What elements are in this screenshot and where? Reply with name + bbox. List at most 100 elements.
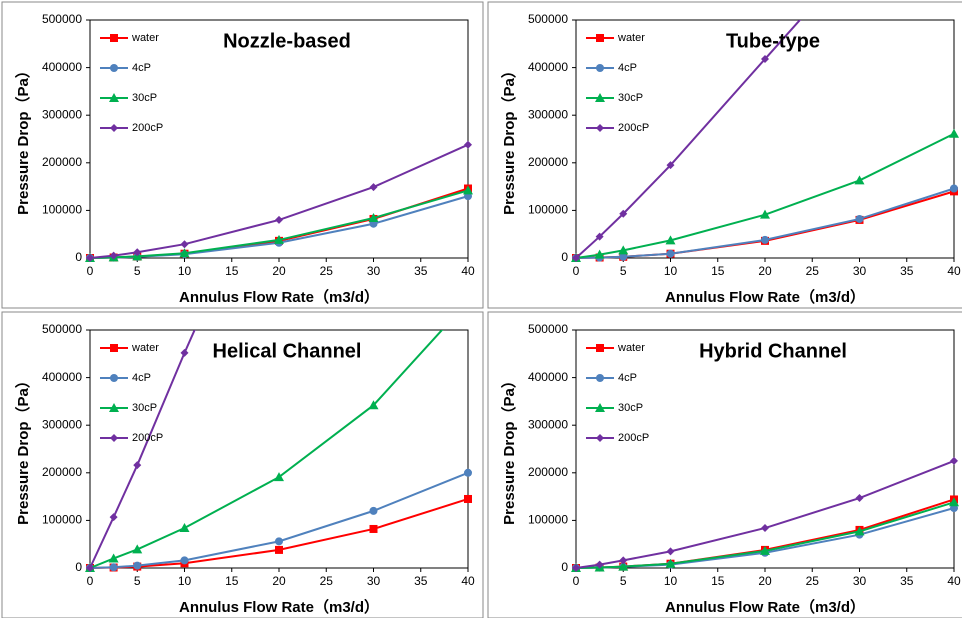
y-tick-label: 200000 xyxy=(42,465,82,479)
marker xyxy=(855,214,864,223)
marker xyxy=(596,374,604,382)
marker xyxy=(110,374,118,382)
marker xyxy=(110,344,118,352)
series-line xyxy=(89,498,469,569)
marker xyxy=(666,161,675,170)
marker xyxy=(110,64,118,72)
marker xyxy=(110,34,118,42)
x-tick-label: 20 xyxy=(272,574,286,588)
marker xyxy=(666,547,675,556)
marker xyxy=(463,296,473,305)
x-tick-label: 25 xyxy=(806,264,820,278)
marker xyxy=(275,545,283,554)
marker xyxy=(618,561,629,571)
x-tick-label: 20 xyxy=(272,264,286,278)
legend-label: 200cP xyxy=(618,432,649,444)
marker xyxy=(109,563,118,572)
x-tick-label: 25 xyxy=(320,264,334,278)
x-tick-label: 40 xyxy=(947,264,961,278)
x-tick-label: 10 xyxy=(178,264,192,278)
marker xyxy=(109,513,118,522)
panel-frame xyxy=(1,311,484,618)
y-tick-label: 100000 xyxy=(528,203,568,217)
plot-frame xyxy=(575,329,955,569)
marker xyxy=(464,494,472,503)
x-tick-label: 20 xyxy=(758,264,772,278)
x-tick-label: 0 xyxy=(87,574,94,588)
chart-title: Tube-type xyxy=(726,30,820,52)
x-tick-label: 30 xyxy=(367,264,381,278)
marker xyxy=(133,248,142,257)
y-tick-label: 300000 xyxy=(42,417,82,431)
panel-frame xyxy=(487,311,962,618)
marker xyxy=(275,136,283,144)
legend-label: 200cP xyxy=(618,122,649,134)
x-tick-label: 30 xyxy=(853,574,867,588)
marker xyxy=(761,524,769,533)
legend-label: water xyxy=(617,32,645,44)
y-tick-label: 0 xyxy=(75,250,82,264)
marker xyxy=(369,183,378,192)
x-tick-label: 40 xyxy=(461,264,475,278)
panel-frame xyxy=(487,1,962,309)
marker xyxy=(596,434,604,442)
chart-title: Nozzle-based xyxy=(223,30,351,52)
chart-panel: 0 100000 200000 300000 400000 500000 0 5 10 15 20 2… xyxy=(1,1,484,309)
x-tick-label: 20 xyxy=(758,574,772,588)
marker xyxy=(855,494,864,503)
marker xyxy=(854,175,865,185)
marker xyxy=(665,558,676,568)
legend-label: 30cP xyxy=(618,92,643,104)
marker xyxy=(595,93,605,102)
x-tick-label: 5 xyxy=(620,264,627,278)
marker xyxy=(368,213,379,223)
marker xyxy=(761,235,769,244)
y-tick-label: 200000 xyxy=(42,155,82,169)
y-axis-label: Pressure Drop（Pa） xyxy=(14,63,32,215)
legend-label: 4cP xyxy=(132,372,151,384)
marker xyxy=(274,472,284,482)
y-tick-label: 400000 xyxy=(42,370,82,384)
marker xyxy=(595,232,604,241)
chart-title: Helical Channel xyxy=(213,340,362,362)
chart-title: Hybrid Channel xyxy=(699,340,847,362)
marker xyxy=(109,403,119,412)
marker xyxy=(619,209,628,218)
series-line xyxy=(89,330,196,569)
y-tick-label: 400000 xyxy=(528,370,568,384)
marker xyxy=(133,561,142,570)
legend-label: 200cP xyxy=(132,432,163,444)
marker xyxy=(618,245,629,255)
x-tick-label: 0 xyxy=(573,574,580,588)
marker xyxy=(463,185,473,195)
x-tick-label: 15 xyxy=(225,574,239,588)
x-tick-label: 10 xyxy=(178,574,192,588)
marker xyxy=(950,184,958,193)
y-tick-label: 300000 xyxy=(528,107,568,121)
marker xyxy=(464,140,472,149)
marker xyxy=(949,128,959,138)
marker xyxy=(572,254,580,262)
marker xyxy=(180,556,189,565)
x-tick-label: 0 xyxy=(573,264,580,278)
x-axis-label: Annulus Flow Rate（m3/d） xyxy=(665,288,865,306)
x-tick-label: 35 xyxy=(900,264,914,278)
marker xyxy=(949,497,959,507)
y-tick-label: 300000 xyxy=(42,107,82,121)
marker xyxy=(596,34,604,42)
y-tick-label: 0 xyxy=(561,250,568,264)
x-tick-label: 35 xyxy=(900,574,914,588)
plot-frame xyxy=(89,329,469,569)
marker xyxy=(760,209,770,219)
marker xyxy=(86,564,94,572)
marker xyxy=(619,556,628,565)
x-tick-label: 10 xyxy=(664,574,678,588)
y-tick-label: 200000 xyxy=(528,155,568,169)
marker xyxy=(275,537,283,546)
marker xyxy=(464,468,472,477)
y-tick-label: 500000 xyxy=(528,12,568,26)
x-tick-label: 25 xyxy=(806,574,820,588)
x-axis-label: Annulus Flow Rate（m3/d） xyxy=(665,598,865,616)
marker xyxy=(108,553,119,563)
y-tick-label: 500000 xyxy=(42,322,82,336)
